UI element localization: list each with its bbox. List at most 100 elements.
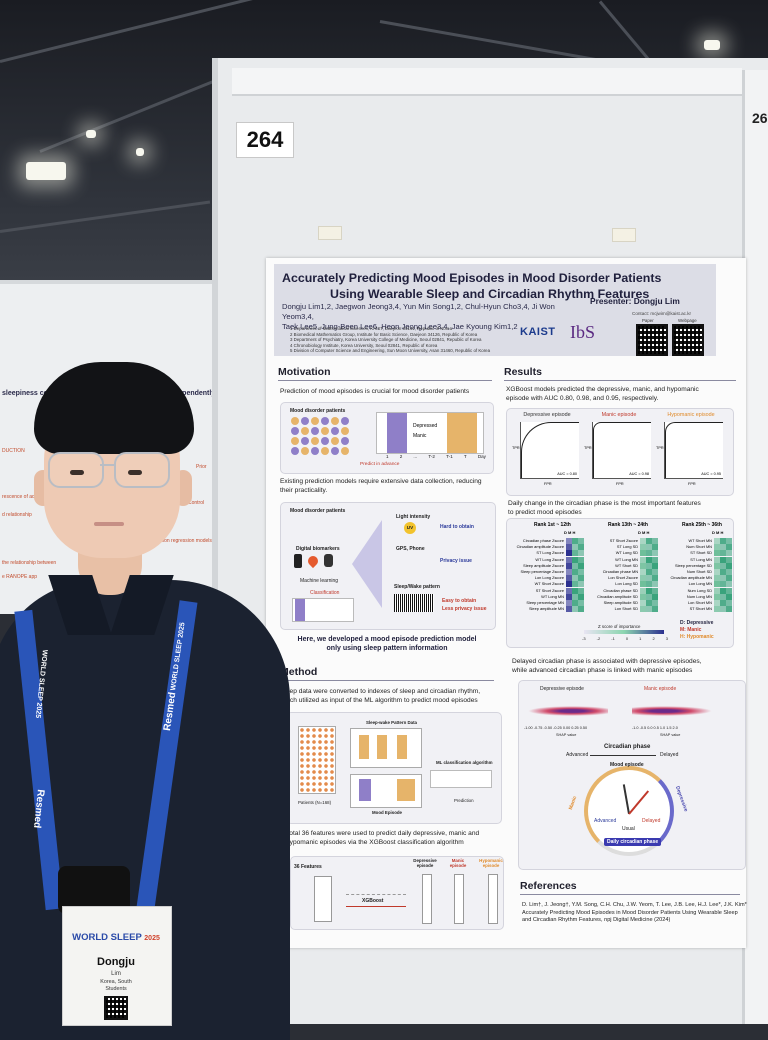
adjacent-poster-text: sleepiness compl — [2, 390, 61, 397]
heatmap-cell — [652, 550, 658, 557]
heatmap-cell — [578, 569, 584, 575]
patient-face-icon — [301, 447, 309, 455]
tick: 0 — [625, 636, 629, 641]
heatmap-cell — [714, 575, 720, 582]
sleep-wake-label: Sleep/Wake pattern — [394, 584, 440, 590]
heatmap-cell — [726, 593, 732, 600]
usual-label: Usual — [622, 826, 635, 832]
heatmap-cell — [726, 581, 732, 588]
heatmap-cell — [720, 569, 726, 575]
less-privacy-issue: Less privacy issue — [442, 606, 487, 612]
sleep-wake-signal — [394, 594, 434, 612]
heatmap-cell — [726, 544, 732, 551]
patient-face-icon — [331, 437, 339, 445]
shap-axis-label: SHAP value — [556, 733, 577, 737]
zscore-label: Z score of importance — [598, 624, 641, 629]
references-heading: References — [520, 880, 577, 892]
patient-face-icon — [301, 417, 309, 425]
heatmap-cell — [714, 550, 720, 557]
roc-auc: AUC = 0.95 — [701, 472, 721, 476]
glasses-lens — [114, 452, 170, 488]
heatmap-cell — [640, 575, 646, 582]
reference-entry: D. Lim†, J. Jeong†, Y.M. Song, C.H. Chu,… — [522, 902, 747, 925]
adjacent-poster-text: Control — [188, 500, 205, 506]
patients-dot-grid — [298, 726, 336, 794]
heatmap-column-header: D M H — [564, 530, 576, 535]
affiliation: 5 Division of Computer Science and Engin… — [290, 348, 491, 354]
badge-qr-code[interactable] — [104, 996, 128, 1020]
heatmap-cell — [578, 606, 584, 613]
feature-label: Num Long MN — [686, 593, 712, 599]
results-text-1: XGBoost models predicted the depressive,… — [506, 386, 699, 403]
feature-label: Circadian amplitude Zscore — [516, 544, 564, 550]
funnel-shape — [352, 520, 382, 608]
zscore-ticks: -3 -2 -1 0 1 2 3 — [582, 636, 668, 641]
heatmap-cell — [720, 550, 726, 557]
person-hair — [34, 362, 194, 454]
motivation-text-2: Existing prediction models require exten… — [280, 478, 482, 495]
heatmap-cell — [726, 538, 732, 544]
text-line: Here, we developed a mood episode predic… — [297, 636, 477, 643]
text-line: XGBoost models predicted the depressive,… — [506, 386, 699, 393]
heatmap-cell — [572, 544, 578, 551]
roc-axes: AUC = 0.95 — [664, 422, 723, 479]
manic-block — [397, 779, 415, 801]
feature-label: WT Long MN — [541, 593, 564, 599]
feature-label: WT Short SD — [615, 562, 638, 568]
person-eye — [128, 470, 142, 475]
feature-label: Sleep amplitude SD — [603, 600, 638, 605]
patient-face-icon — [321, 437, 329, 445]
patient-face-icon — [291, 437, 299, 445]
heatmap-cell — [646, 581, 652, 588]
poster-affiliations: 1 Department of Mathematical Sciences, K… — [290, 326, 540, 354]
rank-title: Rank 13th ~ 24th — [608, 522, 648, 528]
feature-label: Sleep amplitude MN — [528, 606, 564, 612]
heatmap-cell — [578, 581, 584, 588]
affiliation: 3 Department of Psychiatry, Korea Univer… — [290, 337, 482, 343]
person-mouth — [94, 522, 124, 526]
heatmap-cell — [652, 581, 658, 588]
patient-face-icon — [311, 427, 319, 435]
text-line: to predict mood episodes — [508, 508, 582, 516]
heatmap-column-header: D M H — [638, 530, 650, 535]
text-line: and Circadian Rhythm Features, npj Digit… — [522, 917, 671, 924]
paper-qr-code[interactable] — [636, 324, 668, 356]
contact-email: Contact: mcjwim@kaist.ac.kr — [632, 311, 692, 316]
heatmap-cell — [578, 587, 584, 594]
timeline-axis: 1 2 ... T-2 T-1 T Day — [386, 454, 486, 459]
text-line: which utilized as input of the ML algori… — [280, 696, 478, 704]
text-line: Delayed circadian phase is associated wi… — [512, 658, 702, 665]
heatmap-cell — [640, 581, 646, 588]
heatmap-cell — [566, 538, 572, 544]
feature-label: Lon Long Zscore — [534, 575, 564, 581]
ceiling-light — [704, 40, 720, 50]
heatmap-cell — [640, 606, 646, 613]
heatmap-cell — [714, 606, 720, 613]
roc-curve — [521, 422, 579, 478]
booth-number: 264 — [236, 122, 294, 158]
heatmap-cell — [640, 587, 646, 594]
device-icons — [294, 553, 348, 570]
heatmap-cell — [566, 593, 572, 600]
uv-icon: UV — [404, 522, 416, 534]
feature-label: ST Long MN — [690, 556, 712, 562]
heatmap-cell — [714, 556, 720, 563]
heatmap-cell — [646, 593, 652, 600]
shap-axis-label: SHAP value — [660, 733, 681, 737]
badge-event-name: WORLD SLEEP — [72, 932, 142, 943]
easy-to-obtain: Easy to obtain — [442, 598, 477, 604]
feature-label: Lon Long MN — [688, 581, 712, 587]
patient-face-icon — [321, 417, 329, 425]
feature-label: Num Long SD — [687, 587, 712, 593]
heatmap-cell — [578, 562, 584, 569]
ml-trees — [430, 770, 492, 788]
manic-episode-label: Manic episode — [449, 858, 467, 868]
webpage-qr-code[interactable] — [672, 324, 704, 356]
adjacent-poster-text: the relationship between — [2, 560, 57, 566]
heatmap-cell — [578, 575, 584, 582]
clock-hand — [628, 790, 650, 815]
depressed-block — [387, 413, 407, 453]
axis-tick: T-1 — [446, 454, 453, 459]
heatmap-cell — [714, 593, 720, 600]
heatmap-cell — [720, 538, 726, 544]
